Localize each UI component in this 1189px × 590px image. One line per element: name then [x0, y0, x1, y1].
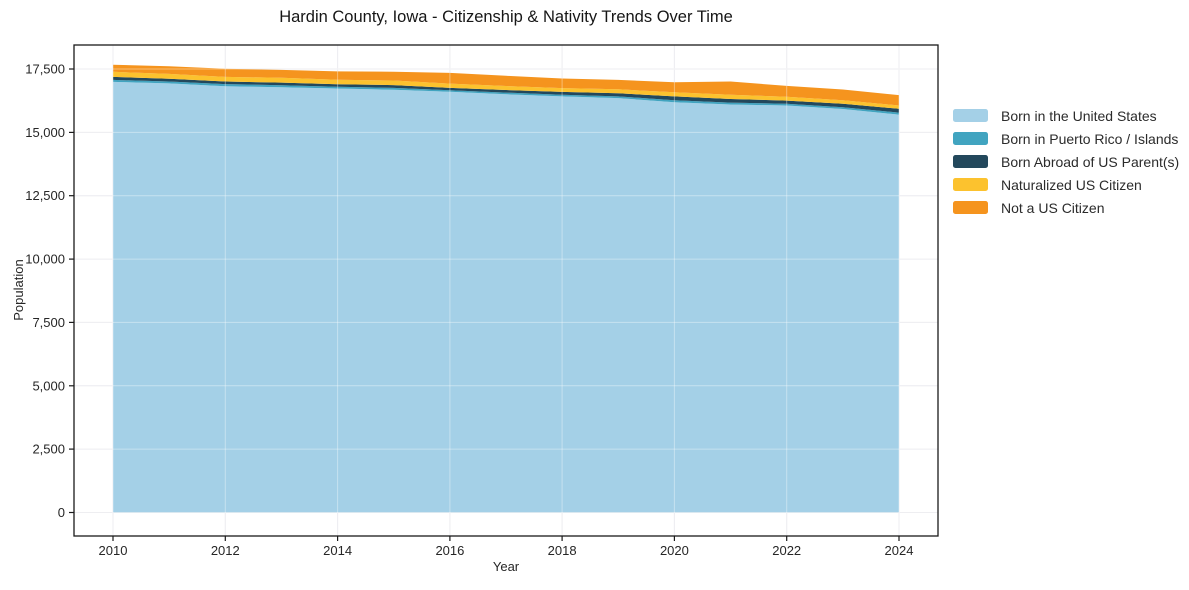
plot-border [73, 44, 939, 537]
legend-item-born-puerto-rico-islands: Born in Puerto Rico / Islands [953, 127, 1179, 150]
legend-label: Born Abroad of US Parent(s) [1001, 153, 1180, 170]
legend-item-born-in-us: Born in the United States [953, 104, 1179, 127]
y-tick-label: 17,500 [25, 62, 65, 77]
y-tick-label: 7,500 [32, 315, 65, 330]
legend-item-naturalized-citizen: Naturalized US Citizen [953, 173, 1179, 196]
legend-label: Born in the United States [1001, 107, 1157, 124]
y-tick-label: 12,500 [25, 188, 65, 203]
legend-swatch-born-abroad-us-parents [953, 155, 988, 168]
area-born-in-us [113, 81, 899, 513]
legend-swatch-not-a-citizen [953, 201, 988, 214]
x-tick-label: 2016 [435, 543, 464, 558]
x-tick-label: 2010 [99, 543, 128, 558]
y-tick-label: 5,000 [32, 378, 65, 393]
legend-item-born-abroad-us-parents: Born Abroad of US Parent(s) [953, 150, 1179, 173]
area-naturalized-citizen [113, 71, 899, 109]
y-tick-label: 2,500 [32, 442, 65, 457]
x-axis-label: Year [492, 559, 520, 574]
x-tick-label: 2012 [211, 543, 240, 558]
y-tick-label: 0 [58, 505, 65, 520]
x-tick-label: 2024 [885, 543, 914, 558]
legend: Born in the United States Born in Puerto… [953, 104, 1179, 219]
y-tick-label: 15,000 [25, 125, 65, 140]
legend-swatch-born-in-us [953, 109, 988, 122]
legend-label: Born in Puerto Rico / Islands [1001, 130, 1179, 147]
legend-label: Naturalized US Citizen [1001, 176, 1142, 193]
x-tick-label: 2022 [772, 543, 801, 558]
y-tick-label: 10,000 [25, 252, 65, 267]
legend-item-not-a-citizen: Not a US Citizen [953, 196, 1179, 219]
y-axis-label: Population [11, 259, 26, 321]
x-tick-label: 2020 [660, 543, 689, 558]
legend-swatch-naturalized-citizen [953, 178, 988, 191]
legend-label: Not a US Citizen [1001, 199, 1105, 216]
area-not-a-citizen [113, 64, 899, 106]
chart-title: Hardin County, Iowa - Citizenship & Nati… [279, 8, 733, 26]
legend-swatch-born-puerto-rico-islands [953, 132, 988, 145]
x-tick-label: 2018 [548, 543, 577, 558]
area-born-puerto-rico-islands [113, 79, 899, 115]
x-tick-label: 2014 [323, 543, 352, 558]
area-born-abroad-us-parents [113, 76, 899, 113]
